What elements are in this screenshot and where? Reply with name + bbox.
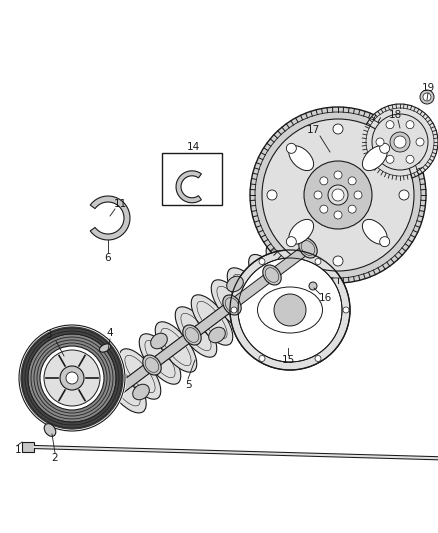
Circle shape bbox=[286, 237, 297, 247]
Text: 16: 16 bbox=[318, 293, 332, 303]
Text: 4: 4 bbox=[107, 328, 113, 338]
Ellipse shape bbox=[139, 334, 181, 384]
Circle shape bbox=[362, 104, 438, 180]
Circle shape bbox=[416, 138, 424, 146]
Text: 15: 15 bbox=[281, 355, 295, 365]
Circle shape bbox=[66, 372, 78, 384]
Ellipse shape bbox=[151, 333, 167, 349]
Circle shape bbox=[376, 138, 384, 146]
Ellipse shape bbox=[191, 295, 233, 345]
Ellipse shape bbox=[227, 268, 269, 318]
Ellipse shape bbox=[119, 349, 161, 399]
Circle shape bbox=[386, 155, 394, 163]
Text: 2: 2 bbox=[52, 453, 58, 463]
Circle shape bbox=[315, 356, 321, 361]
Circle shape bbox=[60, 366, 84, 390]
Circle shape bbox=[315, 259, 321, 264]
Circle shape bbox=[250, 107, 426, 283]
Circle shape bbox=[20, 326, 124, 430]
Circle shape bbox=[231, 307, 237, 313]
Text: 5: 5 bbox=[185, 380, 191, 390]
Ellipse shape bbox=[362, 220, 387, 244]
Circle shape bbox=[259, 356, 265, 361]
Ellipse shape bbox=[44, 424, 56, 437]
Circle shape bbox=[267, 190, 277, 200]
Circle shape bbox=[320, 205, 328, 213]
Circle shape bbox=[238, 258, 342, 362]
Circle shape bbox=[423, 93, 431, 101]
Ellipse shape bbox=[211, 280, 253, 330]
Circle shape bbox=[390, 132, 410, 152]
Ellipse shape bbox=[362, 146, 387, 171]
Circle shape bbox=[28, 334, 116, 422]
Polygon shape bbox=[105, 244, 311, 402]
Text: 14: 14 bbox=[187, 142, 200, 152]
Polygon shape bbox=[176, 171, 201, 203]
Ellipse shape bbox=[133, 384, 149, 400]
Circle shape bbox=[334, 211, 342, 219]
Circle shape bbox=[394, 136, 406, 148]
Ellipse shape bbox=[299, 238, 317, 258]
Circle shape bbox=[262, 119, 414, 271]
Circle shape bbox=[286, 143, 297, 154]
Circle shape bbox=[406, 155, 414, 163]
Circle shape bbox=[333, 124, 343, 134]
Circle shape bbox=[304, 161, 372, 229]
Circle shape bbox=[420, 90, 434, 104]
Polygon shape bbox=[90, 196, 130, 240]
Circle shape bbox=[328, 185, 348, 205]
Text: 6: 6 bbox=[105, 253, 111, 263]
Circle shape bbox=[259, 259, 265, 264]
Circle shape bbox=[399, 190, 409, 200]
Circle shape bbox=[380, 237, 390, 247]
Circle shape bbox=[40, 346, 104, 410]
Text: 17: 17 bbox=[306, 125, 320, 135]
Circle shape bbox=[348, 205, 356, 213]
Circle shape bbox=[372, 114, 428, 170]
Circle shape bbox=[309, 282, 317, 290]
Ellipse shape bbox=[99, 344, 110, 352]
Circle shape bbox=[274, 294, 306, 326]
Circle shape bbox=[332, 189, 344, 201]
Text: 11: 11 bbox=[113, 199, 127, 209]
Polygon shape bbox=[105, 244, 311, 402]
Ellipse shape bbox=[183, 325, 201, 345]
Circle shape bbox=[334, 171, 342, 179]
Circle shape bbox=[343, 307, 349, 313]
Ellipse shape bbox=[143, 355, 161, 375]
Circle shape bbox=[380, 143, 390, 154]
Ellipse shape bbox=[263, 265, 281, 285]
Ellipse shape bbox=[289, 146, 314, 171]
Text: 1: 1 bbox=[15, 445, 21, 455]
Ellipse shape bbox=[155, 322, 197, 372]
Ellipse shape bbox=[99, 388, 117, 408]
Bar bbox=[162, 153, 222, 205]
Circle shape bbox=[230, 250, 350, 370]
Circle shape bbox=[44, 350, 100, 406]
Ellipse shape bbox=[289, 220, 314, 244]
Circle shape bbox=[406, 120, 414, 128]
Ellipse shape bbox=[266, 244, 302, 288]
Ellipse shape bbox=[249, 254, 287, 302]
Text: 18: 18 bbox=[389, 110, 402, 120]
Circle shape bbox=[333, 256, 343, 266]
Circle shape bbox=[320, 177, 328, 185]
Text: 3: 3 bbox=[45, 330, 51, 340]
Ellipse shape bbox=[223, 295, 241, 315]
Ellipse shape bbox=[208, 327, 225, 343]
Circle shape bbox=[354, 191, 362, 199]
Ellipse shape bbox=[226, 276, 244, 292]
Circle shape bbox=[314, 191, 322, 199]
Ellipse shape bbox=[258, 287, 322, 333]
Ellipse shape bbox=[175, 307, 217, 357]
Text: 19: 19 bbox=[421, 83, 434, 93]
Polygon shape bbox=[22, 442, 34, 452]
Circle shape bbox=[386, 120, 394, 128]
Circle shape bbox=[348, 177, 356, 185]
Ellipse shape bbox=[102, 359, 146, 413]
